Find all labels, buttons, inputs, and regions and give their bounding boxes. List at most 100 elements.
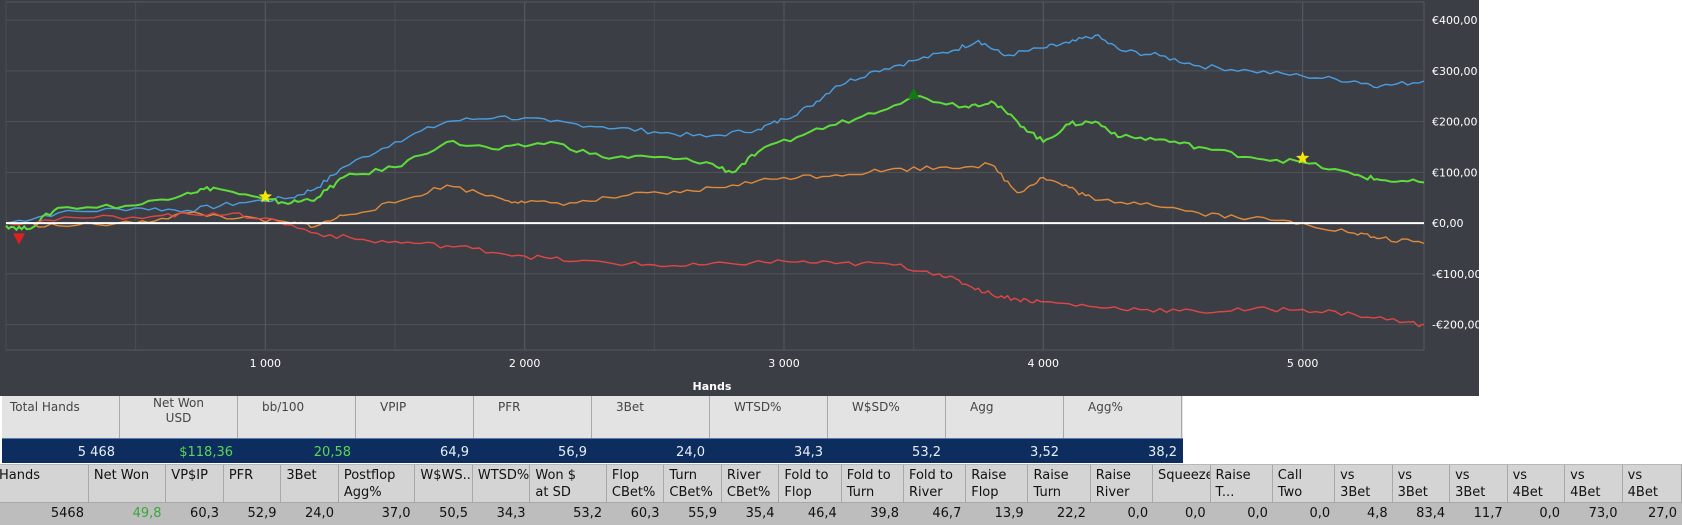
- detail-header-cell[interactable]: Raise River C...: [1091, 465, 1154, 503]
- detail-value-cell: 37,0: [381, 506, 411, 521]
- y-tick-label: €400,00: [1432, 14, 1478, 27]
- grid-lines: [5, 1, 1425, 351]
- detail-value-cell: 52,9: [247, 506, 277, 521]
- detail-header-cell[interactable]: Fold to Flop C...: [779, 465, 842, 503]
- summary-value-cell: 5 468: [77, 445, 115, 460]
- detail-header-cell[interactable]: Raise Turn C...: [1028, 465, 1091, 503]
- x-tick-label: 3 000: [768, 357, 800, 370]
- detail-header-cell[interactable]: Raise Flop C...: [966, 465, 1029, 503]
- series-lines: [5, 34, 1425, 328]
- summary-header-cell[interactable]: bb/100: [238, 396, 356, 438]
- summary-header-cell[interactable]: VPIP: [356, 396, 474, 438]
- detail-header-cell[interactable]: River CBet%: [722, 465, 780, 503]
- summary-value-cell: 34,3: [794, 445, 823, 460]
- y-tick-label: €0,00: [1432, 217, 1464, 230]
- detail-header-cell[interactable]: Hands: [0, 465, 89, 503]
- summary-value-cell: 38,2: [1148, 445, 1177, 460]
- detail-value-cell: 39,8: [870, 506, 900, 521]
- detail-value-cell: 55,9: [688, 506, 718, 521]
- summary-header-cell[interactable]: W$SD%: [828, 396, 946, 438]
- detail-header-cell[interactable]: Call Two Raisers: [1273, 465, 1336, 503]
- detail-value-cell: 50,5: [439, 506, 469, 521]
- y-tick-label: €300,00: [1432, 65, 1478, 78]
- detail-header-cell[interactable]: WTSD%: [473, 465, 531, 503]
- detail-value-cell: 0,0: [1539, 506, 1561, 521]
- detail-value-cell: 5468: [50, 506, 84, 521]
- detail-value-cell: 0,0: [1309, 506, 1331, 521]
- detail-header-cell[interactable]: Fold to Turn C...: [842, 465, 904, 503]
- detail-header-cell[interactable]: 3Bet: [281, 465, 339, 503]
- detail-header-cell[interactable]: Net Won: [89, 465, 167, 503]
- summary-header-cell[interactable]: Net Won USD: [120, 396, 238, 438]
- detail-header-cell[interactable]: vs 3Bet Raise: [1450, 465, 1508, 503]
- triangle-up-marker: [907, 87, 920, 99]
- detail-header-cell[interactable]: Flop CBet%: [607, 465, 665, 503]
- detail-header-cell[interactable]: vs 4Bet Fold: [1508, 465, 1566, 503]
- detail-value-cell: 60,3: [190, 506, 219, 521]
- detail-value-cell: 46,4: [807, 506, 837, 521]
- detail-header-cell[interactable]: vs 3Bet Fold: [1335, 465, 1393, 503]
- y-tick-label: -€100,00: [1432, 268, 1479, 281]
- detail-values-row[interactable]: 5468 49,8 60,3 52,9 24,0 37,0 50,5 34,3 53,2 60,3…: [0, 502, 1682, 525]
- detail-header-row: Hands Net Won VP$IP PFR 3Bet Postflop Agg% W$W…: [0, 464, 1682, 503]
- summary-header-row: Total Hands Net Won USD bb/100 VPIP PFR 3Bet W…: [2, 396, 1183, 439]
- detail-header-cell[interactable]: Squeeze: [1153, 465, 1211, 503]
- detail-value-cell: 13,9: [994, 506, 1024, 521]
- detail-header-cell[interactable]: Fold to River C...: [904, 465, 967, 503]
- x-tick-label: 1 000: [250, 357, 282, 370]
- x-tick-label: 5 000: [1287, 357, 1319, 370]
- detail-header-cell[interactable]: PFR: [224, 465, 282, 503]
- detail-header-cell[interactable]: vs 4Bet Raise: [1623, 465, 1682, 503]
- star-marker: [1296, 151, 1310, 164]
- series-line: [5, 211, 1425, 328]
- summary-header-cell[interactable]: WTSD%: [710, 396, 828, 438]
- y-tick-label: €200,00: [1432, 116, 1478, 129]
- triangle-down-marker: [13, 233, 25, 245]
- detail-value-cell: 0,0: [1184, 506, 1206, 521]
- detail-value-cell: 60,3: [630, 506, 660, 521]
- summary-header-cell[interactable]: Agg%: [1064, 396, 1182, 438]
- summary-value-cell: 20,58: [313, 445, 351, 460]
- summary-values-row[interactable]: 5 468 $118,36 20,58 64,9 56,9 24,0 34,3 53,2 3,5…: [2, 438, 1183, 463]
- detail-value-cell: 53,2: [573, 506, 603, 521]
- series-line: [5, 34, 1425, 224]
- detail-header-cell[interactable]: Postflop Agg%: [339, 465, 416, 503]
- detail-header-cell[interactable]: vs 4Bet Call: [1565, 465, 1623, 503]
- summary-header-cell[interactable]: PFR: [474, 396, 592, 438]
- summary-value-cell: 64,9: [440, 445, 469, 460]
- detail-value-cell: 11,7: [1473, 506, 1503, 521]
- series-line: [5, 162, 1425, 245]
- summary-header-cell[interactable]: 3Bet: [592, 396, 710, 438]
- x-tick-label: 4 000: [1028, 357, 1060, 370]
- detail-value-cell: 27,0: [1648, 506, 1677, 521]
- detail-value-cell: 0,0: [1127, 506, 1149, 521]
- detail-header-cell[interactable]: W$WS...: [415, 465, 473, 503]
- detail-value-cell: 83,4: [1416, 506, 1446, 521]
- graph-markers: [13, 87, 1310, 245]
- star-marker: [258, 189, 272, 203]
- plot-border: [5, 1, 1425, 351]
- detail-value-cell: 35,4: [745, 506, 775, 521]
- detail-value-cell: 49,8: [132, 506, 162, 521]
- x-axis-label: Hands: [693, 380, 732, 393]
- detail-value-cell: 46,7: [932, 506, 962, 521]
- summary-value-cell: 53,2: [912, 445, 941, 460]
- detail-header-cell[interactable]: vs 3Bet Call: [1393, 465, 1451, 503]
- detail-value-cell: 24,0: [305, 506, 334, 521]
- detail-header-cell[interactable]: VP$IP: [166, 465, 224, 503]
- detail-header-cell[interactable]: Turn CBet%: [664, 465, 722, 503]
- summary-value-cell: $118,36: [179, 445, 233, 460]
- detail-header-cell[interactable]: Won $ at SD: [530, 465, 607, 503]
- series-line: [5, 95, 1425, 232]
- summary-header-cell[interactable]: Total Hands: [2, 396, 120, 438]
- summary-value-cell: 24,0: [676, 445, 705, 460]
- graph-canvas: €400,00 €300,00 €200,00 €100,00 €0,00 -€100,0…: [5, 1, 1479, 393]
- summary-value-cell: 3,52: [1030, 445, 1059, 460]
- detail-value-cell: 4,8: [1366, 506, 1388, 521]
- detail-header-cell[interactable]: Raise T... Raisers: [1211, 465, 1273, 503]
- winnings-graph: €400,00 €300,00 €200,00 €100,00 €0,00 -€100,0…: [0, 0, 1479, 396]
- axis-ticks: €400,00 €300,00 €200,00 €100,00 €0,00 -€100,0…: [250, 14, 1479, 370]
- y-tick-label: €100,00: [1432, 166, 1478, 179]
- summary-header-cell[interactable]: Agg: [946, 396, 1064, 438]
- y-tick-label: -€200,00: [1432, 319, 1479, 332]
